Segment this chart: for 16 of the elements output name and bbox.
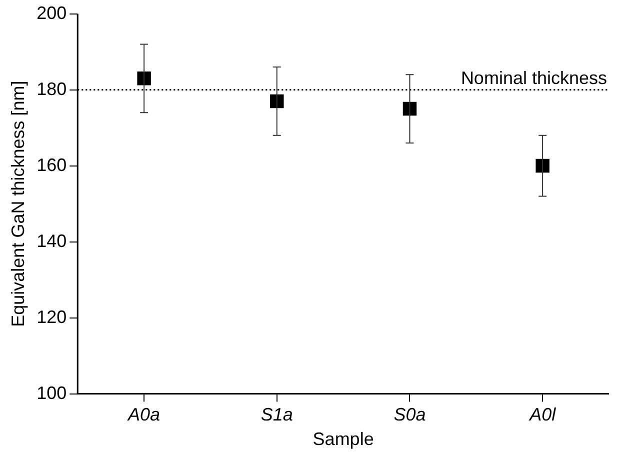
point bbox=[270, 94, 284, 108]
y-tick-label: 100 bbox=[36, 382, 67, 403]
ref-line-label: Nominal thickness bbox=[460, 68, 607, 88]
x-tick-label: S1a bbox=[260, 404, 293, 425]
y-tick-label: 160 bbox=[36, 154, 67, 175]
x-tick-label: A0a bbox=[127, 404, 160, 425]
y-tick-label: 140 bbox=[36, 230, 67, 251]
y-axis-title: Equivalent GaN thickness [nm] bbox=[8, 80, 28, 327]
y-tick-label: 120 bbox=[36, 306, 67, 327]
y-tick-label: 200 bbox=[36, 2, 67, 23]
point bbox=[536, 158, 550, 173]
y-tick-label: 180 bbox=[36, 78, 67, 99]
x-tick-label: S0a bbox=[394, 404, 426, 425]
point bbox=[137, 72, 151, 86]
x-tick-label: A0l bbox=[528, 404, 557, 425]
x-axis-title: Sample bbox=[312, 429, 374, 450]
